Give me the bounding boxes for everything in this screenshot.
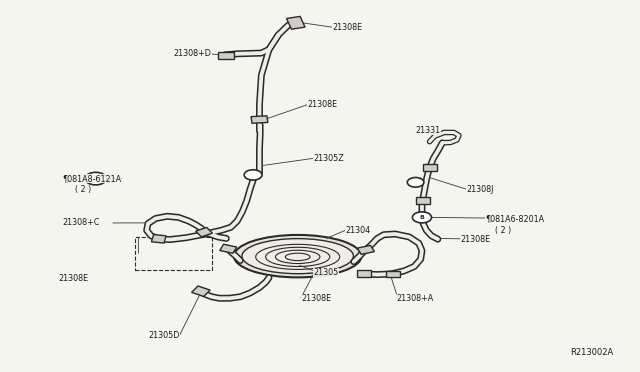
Text: 21308+A: 21308+A [396, 294, 434, 303]
Bar [218, 52, 234, 59]
Text: 21308+C: 21308+C [62, 218, 99, 227]
Bar [152, 234, 166, 243]
Circle shape [85, 172, 106, 185]
Bar [220, 244, 237, 253]
Circle shape [407, 177, 424, 187]
Bar [287, 16, 305, 29]
Circle shape [412, 212, 431, 223]
Ellipse shape [242, 238, 353, 274]
Text: 21308E: 21308E [59, 274, 89, 283]
Bar [251, 116, 268, 123]
Bar [387, 270, 400, 277]
Text: 21305D: 21305D [148, 331, 179, 340]
Text: R213002A: R213002A [570, 347, 613, 357]
Bar [196, 227, 212, 237]
Text: 21305Z: 21305Z [314, 154, 344, 163]
Text: 21304: 21304 [346, 226, 371, 235]
Text: 21331: 21331 [415, 126, 441, 135]
Text: ( 2 ): ( 2 ) [495, 226, 511, 235]
Bar [416, 198, 430, 204]
Text: ¶081A6-8201A: ¶081A6-8201A [486, 215, 545, 224]
Text: ¶081A8-6121A: ¶081A8-6121A [62, 174, 121, 183]
Text: ( 2 ): ( 2 ) [75, 185, 91, 194]
Bar [422, 164, 436, 171]
Text: B: B [419, 215, 424, 220]
Bar [357, 270, 371, 277]
Ellipse shape [234, 235, 362, 278]
Text: 21308E: 21308E [333, 23, 363, 32]
Text: 21308E: 21308E [301, 294, 331, 303]
Text: 21308+D: 21308+D [173, 49, 211, 58]
Text: 21305: 21305 [314, 268, 339, 277]
Text: B: B [93, 176, 98, 181]
Bar [191, 286, 210, 296]
Text: 21308E: 21308E [307, 100, 337, 109]
Circle shape [244, 170, 262, 180]
Text: 21308J: 21308J [467, 185, 494, 194]
Bar [357, 246, 374, 254]
Text: 21308E: 21308E [460, 235, 490, 244]
